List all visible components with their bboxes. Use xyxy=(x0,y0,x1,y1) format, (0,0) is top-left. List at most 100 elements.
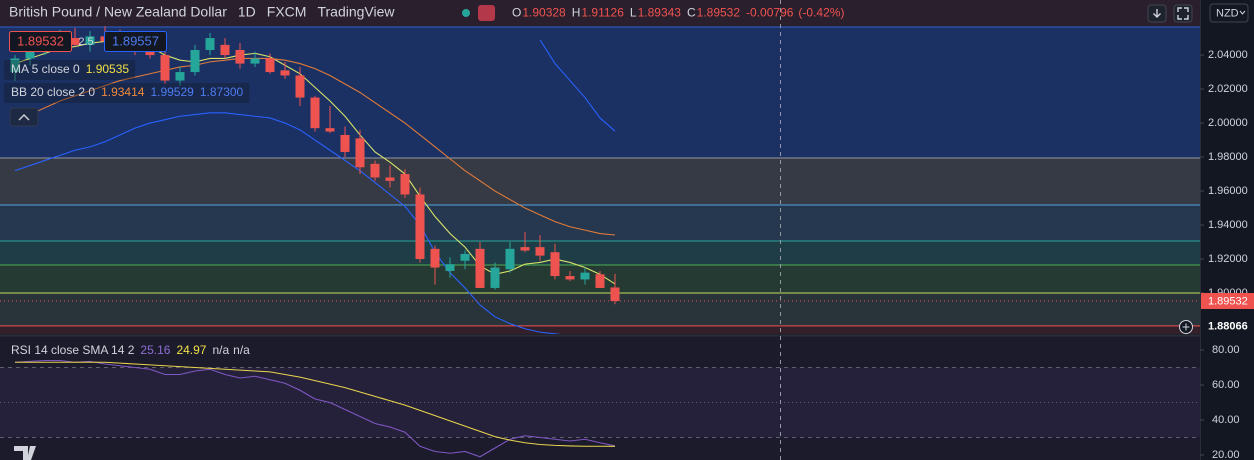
candle-body xyxy=(85,36,95,45)
candle-body xyxy=(280,70,290,76)
add-icon xyxy=(1182,323,1190,331)
candle-body xyxy=(430,248,440,268)
ohlc-value: 1.89343 xyxy=(638,6,682,20)
legend-label: BB 20 close 2 0 xyxy=(11,85,95,99)
y-tick-label: 1.94000 xyxy=(1208,219,1248,231)
collapse-button[interactable] xyxy=(9,107,39,127)
legend-value: 1.99529 xyxy=(150,85,194,99)
bid-price: 1.89532 xyxy=(17,33,64,48)
ask-box[interactable] xyxy=(104,31,167,52)
y-tick-label: 2.02000 xyxy=(1208,83,1248,95)
change: -0.00796 xyxy=(746,6,794,20)
candle-body xyxy=(460,253,470,261)
alert-icon[interactable] xyxy=(478,5,495,21)
ohlc-letter: H xyxy=(572,6,581,20)
candle-body xyxy=(355,138,365,168)
ohlc-letter: L xyxy=(630,6,637,20)
legend-background xyxy=(4,60,136,80)
legend-value: 1.87300 xyxy=(200,85,244,99)
candle-body xyxy=(25,48,35,59)
price-pane xyxy=(0,0,1200,334)
level-zone xyxy=(0,293,1200,326)
last-price-tag xyxy=(1201,292,1254,309)
ask-price: 1.89557 xyxy=(112,33,159,48)
collapse-icon xyxy=(18,114,30,121)
overlay: 2.04000 2.02000 2.00000 1.98000 1.96000 1.940… xyxy=(4,4,1254,460)
legend-background xyxy=(4,83,250,103)
y-tick-label: 80.00 xyxy=(1212,344,1240,356)
indicator-line xyxy=(539,39,616,132)
interval: 1D xyxy=(238,4,256,20)
y-tick-label: 2.04000 xyxy=(1208,49,1248,61)
candle-body xyxy=(610,287,620,301)
candle-body xyxy=(565,276,575,280)
candle-body xyxy=(535,247,545,256)
legend-value: 1.90535 xyxy=(86,62,130,76)
rsi-plot xyxy=(0,359,1200,458)
indicator-line xyxy=(14,57,616,236)
candle-body xyxy=(505,248,515,270)
tv-logo xyxy=(14,446,36,460)
level-label: 1.88066 xyxy=(1208,320,1248,332)
last-price-label: 1.89532 xyxy=(1208,295,1248,307)
candle-body xyxy=(70,38,80,45)
ohlc-value: 1.89532 xyxy=(697,6,741,20)
candle-body xyxy=(145,49,155,56)
candle-body xyxy=(205,38,215,50)
source: FXCM xyxy=(267,4,307,20)
level-zone xyxy=(0,241,1200,266)
candle-body xyxy=(220,44,230,56)
candle-body xyxy=(160,55,170,81)
candle-body xyxy=(235,49,245,64)
candle-body xyxy=(550,252,560,277)
y-tick-label: 40.00 xyxy=(1212,414,1240,426)
legend-label: MA 5 close 0 xyxy=(11,62,80,76)
legend-value: 1.93414 xyxy=(101,85,145,99)
fullscreen-icon xyxy=(1177,7,1189,20)
candle-body xyxy=(190,49,200,73)
y-tick-label: 1.96000 xyxy=(1208,185,1248,197)
platform: TradingView xyxy=(317,4,395,20)
y-tick-label: 2.00000 xyxy=(1208,117,1248,129)
price-axis xyxy=(1200,0,1254,460)
level-zone xyxy=(0,205,1200,242)
candle-body xyxy=(340,134,350,152)
market-status xyxy=(462,9,470,17)
level-zone xyxy=(0,27,1200,159)
candle-body xyxy=(370,163,380,178)
bid-box[interactable] xyxy=(9,31,72,52)
y-tick-label: 60.00 xyxy=(1212,379,1240,391)
level-zone xyxy=(0,0,1200,28)
candle-body xyxy=(295,75,305,98)
candle-body xyxy=(250,58,260,64)
currency-button[interactable] xyxy=(1209,3,1249,23)
dropdown-arrow xyxy=(1239,10,1246,15)
legend-na: n/a xyxy=(212,343,229,357)
spread: 2.5 xyxy=(78,36,93,48)
candle-body xyxy=(415,194,425,260)
level-zone xyxy=(0,325,1200,334)
indicator-line xyxy=(15,361,616,447)
candle-body xyxy=(595,274,605,288)
candle-body xyxy=(10,58,20,73)
y-tick-label: 20.00 xyxy=(1212,449,1240,460)
rsi-pane xyxy=(0,335,1200,460)
level-tag xyxy=(1201,317,1254,334)
candle-body xyxy=(310,97,320,129)
ohlc-letter: C xyxy=(687,6,696,20)
currency-label: NZD xyxy=(1216,7,1239,19)
candle-body xyxy=(520,247,530,251)
candle-body xyxy=(490,267,500,288)
y-tick-label: 1.98000 xyxy=(1208,151,1248,163)
candle-body xyxy=(580,272,590,280)
ohlc-value: 1.90328 xyxy=(522,6,566,20)
legend-label: RSI 14 close SMA 14 2 xyxy=(11,343,135,357)
candle-body xyxy=(265,58,275,73)
candle-body xyxy=(175,72,185,81)
indicator-line xyxy=(14,359,616,458)
change-percent: (-0.42%) xyxy=(798,6,844,20)
legend-value: 25.16 xyxy=(140,343,170,357)
fullscreen-button[interactable] xyxy=(1173,4,1193,23)
